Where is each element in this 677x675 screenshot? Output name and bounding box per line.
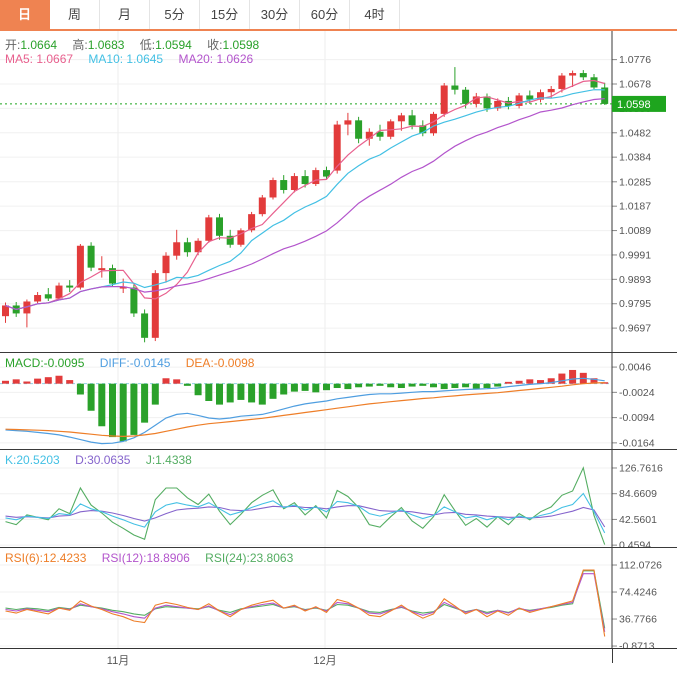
svg-text:42.5601: 42.5601: [619, 514, 657, 526]
main-chart-panel: 开:1.0664 高:1.0683 低:1.0594 收:1.0598 MA5:…: [0, 31, 677, 353]
svg-text:-0.0094: -0.0094: [619, 412, 655, 424]
svg-text:112.0726: 112.0726: [619, 560, 662, 572]
axis-divider: [612, 649, 613, 663]
svg-text:1.0187: 1.0187: [619, 201, 651, 213]
x-axis-label: 12月: [313, 655, 337, 667]
period-tabbar: 日 周 月 5分 15分 30分 60分 4时: [0, 0, 677, 31]
svg-text:-0.0164: -0.0164: [619, 437, 655, 449]
svg-text:0.9991: 0.9991: [619, 249, 651, 261]
svg-text:0.0046: 0.0046: [619, 362, 651, 374]
svg-text:1.0482: 1.0482: [619, 127, 651, 139]
rsi-panel: RSI(6):12.4233 RSI(12):18.8906 RSI(24):2…: [0, 548, 677, 648]
svg-text:-0.8713: -0.8713: [619, 641, 655, 648]
svg-text:0.9893: 0.9893: [619, 274, 651, 286]
kdj-plot[interactable]: 126.7616 84.6609 42.5601 0.4594: [0, 450, 677, 547]
svg-text:126.7616: 126.7616: [619, 462, 663, 474]
candlestick-plot[interactable]: 1.07761.06781.05801.04821.03841.02851.01…: [0, 31, 677, 352]
tab-5min[interactable]: 5分: [150, 0, 200, 29]
tab-daily[interactable]: 日: [0, 0, 50, 29]
svg-text:84.6609: 84.6609: [619, 488, 657, 500]
svg-text:1.0776: 1.0776: [619, 54, 651, 66]
svg-text:0.9697: 0.9697: [619, 323, 651, 335]
tab-4hour[interactable]: 4时: [350, 0, 400, 29]
x-axis-label: 11月: [106, 655, 130, 667]
svg-text:1.0384: 1.0384: [619, 152, 651, 164]
svg-text:0.4594: 0.4594: [619, 540, 651, 547]
tab-monthly[interactable]: 月: [100, 0, 150, 29]
svg-text:74.4246: 74.4246: [619, 587, 657, 599]
kdj-panel: K:20.5203 D:30.0635 J:1.4338 126.7616 84.…: [0, 450, 677, 548]
svg-text:1.0285: 1.0285: [619, 176, 651, 188]
macd-panel: MACD:-0.0095 DIFF:-0.0145 DEA:-0.0098 0.…: [0, 353, 677, 450]
rsi-plot[interactable]: 112.0726 74.4246 36.7766 -0.8713: [0, 548, 677, 648]
macd-plot[interactable]: 0.0046 -0.0024 -0.0094 -0.0164: [0, 353, 677, 449]
svg-text:1.0089: 1.0089: [619, 225, 651, 237]
svg-text:36.7766: 36.7766: [619, 614, 657, 626]
svg-text:1.0598: 1.0598: [617, 99, 651, 111]
tab-30min[interactable]: 30分: [250, 0, 300, 29]
tab-weekly[interactable]: 周: [50, 0, 100, 29]
tabbar-spacer: [400, 0, 677, 29]
svg-text:1.0678: 1.0678: [619, 79, 651, 91]
x-axis: 11月 12月: [0, 648, 677, 675]
svg-text:-0.0024: -0.0024: [619, 387, 655, 399]
tab-15min[interactable]: 15分: [200, 0, 250, 29]
svg-text:0.9795: 0.9795: [619, 298, 651, 310]
tab-60min[interactable]: 60分: [300, 0, 350, 29]
